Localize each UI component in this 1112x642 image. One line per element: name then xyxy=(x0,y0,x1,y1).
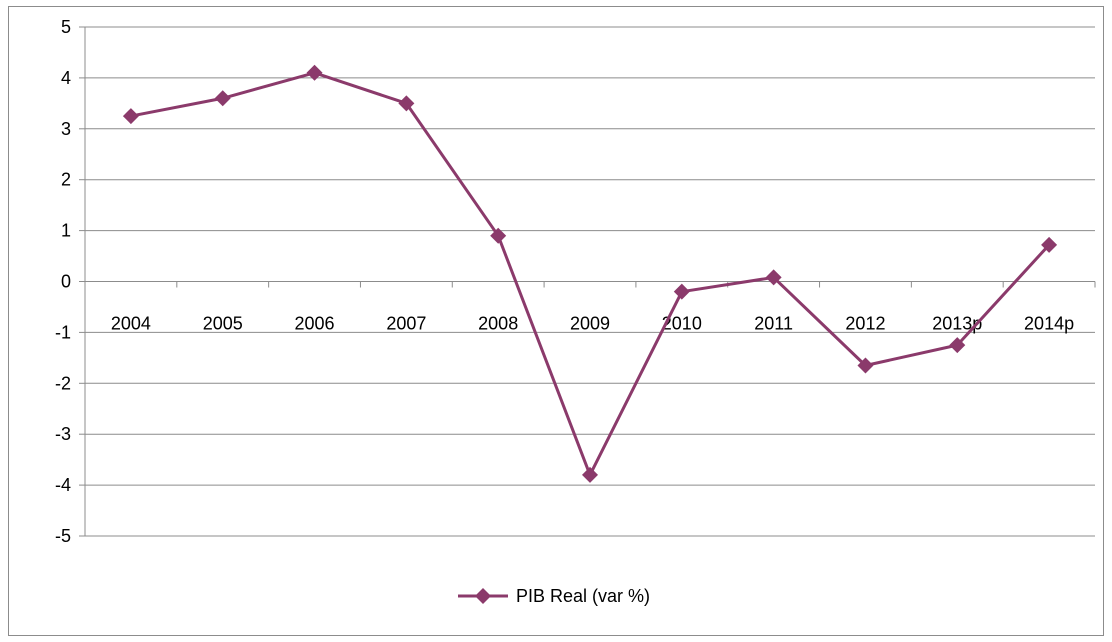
legend-label: PIB Real (var %) xyxy=(516,586,650,606)
y-tick-label: -4 xyxy=(55,475,71,495)
x-tick-label: 2010 xyxy=(662,314,702,334)
data-point xyxy=(490,227,507,244)
legend: PIB Real (var %) xyxy=(458,586,650,606)
data-point xyxy=(765,269,782,286)
y-tick-label: 4 xyxy=(61,68,71,88)
data-point xyxy=(306,64,323,81)
x-tick-label: 2006 xyxy=(295,314,335,334)
legend-marker xyxy=(475,588,491,604)
y-tick-label: -1 xyxy=(55,322,71,342)
y-tick-label: 5 xyxy=(61,17,71,37)
x-tick-label: 2009 xyxy=(570,314,610,334)
y-tick-label: -3 xyxy=(55,424,71,444)
data-point xyxy=(122,108,139,125)
x-tick-label: 2013p xyxy=(932,314,982,334)
y-tick-label: 0 xyxy=(61,272,71,292)
x-tick-label: 2005 xyxy=(203,314,243,334)
series-line xyxy=(130,71,1051,477)
data-point xyxy=(1041,236,1058,253)
x-tick-label: 2012 xyxy=(845,314,885,334)
x-tick-label: 2008 xyxy=(478,314,518,334)
x-tick-label: 2004 xyxy=(111,314,151,334)
data-point xyxy=(398,95,415,112)
x-tick-label: 2014p xyxy=(1024,314,1074,334)
y-tick-label: -5 xyxy=(55,526,71,546)
y-tick-labels: 5 4 3 2 1 0 -1 -2 -3 -4 -5 xyxy=(55,17,71,546)
x-tick-label: 2007 xyxy=(386,314,426,334)
y-tick-label: -2 xyxy=(55,373,71,393)
data-point xyxy=(673,283,690,300)
data-point xyxy=(582,466,598,483)
chart-frame xyxy=(8,6,1104,636)
x-tick-labels: 2004 2005 2006 2007 2008 2009 2010 2011 2012 2013… xyxy=(111,314,1074,334)
x-tick-label: 2011 xyxy=(754,314,793,334)
y-tick-label: 1 xyxy=(61,221,71,241)
axes xyxy=(79,26,1096,537)
data-point xyxy=(214,90,231,107)
data-point xyxy=(949,337,966,354)
data-point xyxy=(857,357,874,374)
y-tick-label: 2 xyxy=(61,170,71,190)
y-tick-label: 3 xyxy=(61,119,71,139)
series-layer xyxy=(122,64,1058,483)
